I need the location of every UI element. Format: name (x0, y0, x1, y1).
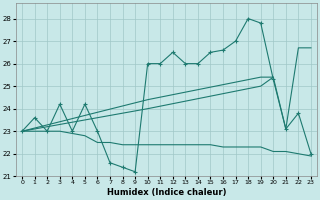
X-axis label: Humidex (Indice chaleur): Humidex (Indice chaleur) (107, 188, 226, 197)
